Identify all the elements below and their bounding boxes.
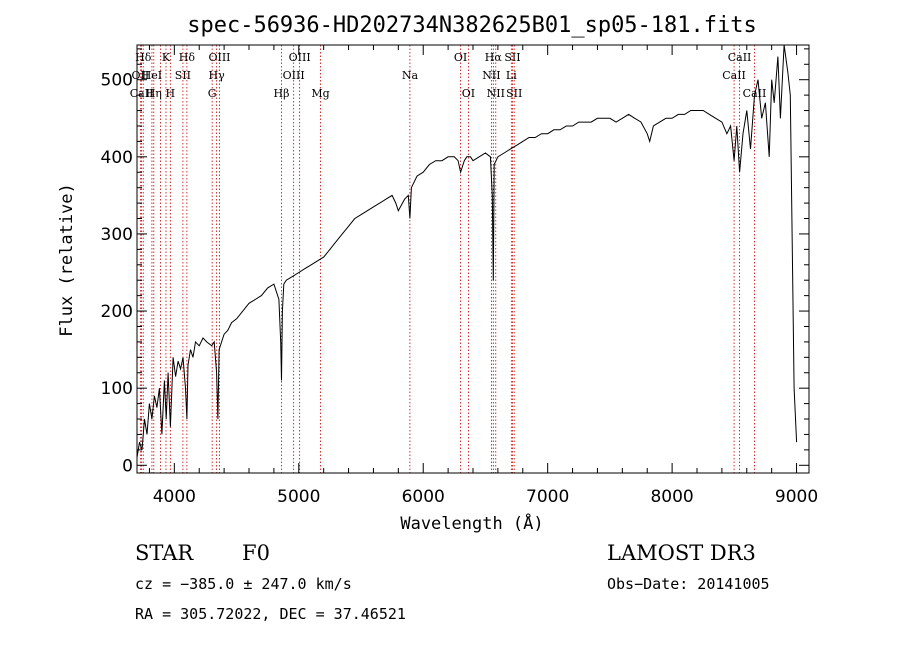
- line-label-9: OII: [132, 69, 150, 82]
- x-axis: 4000 5000 6000 7000 8000 9000: [148, 45, 818, 507]
- y-tick-label-200: 200: [101, 302, 133, 322]
- line-label-2: Hδ: [179, 51, 196, 64]
- y-tick-label-100: 100: [101, 379, 133, 399]
- line-label-5: OI: [454, 51, 467, 64]
- plot-frame: [136, 44, 810, 474]
- line-label-14: Na: [402, 69, 419, 82]
- y-tick-label-300: 300: [101, 225, 133, 245]
- line-label-6: Hα: [485, 51, 503, 64]
- line-label-24: OI: [462, 87, 475, 100]
- line-label-4: OIII: [289, 51, 311, 64]
- x-tick-label-6000: 6000: [402, 487, 445, 507]
- marker-lines: [139, 45, 755, 473]
- y-axis: 0 100 200 300 400 500: [101, 48, 809, 476]
- line-label-22: Hβ: [274, 87, 290, 100]
- y-tick-label-0: 0: [122, 456, 133, 476]
- x-tick-label-5000: 5000: [277, 487, 320, 507]
- line-label-18: CaII: [130, 87, 154, 100]
- x-tick-label-7000: 7000: [526, 487, 569, 507]
- line-label-21: G: [208, 87, 217, 100]
- line-label-11: SII: [175, 69, 191, 82]
- line-label-7: SII: [504, 51, 520, 64]
- redshift-readout: cz = −385.0 ± 247.0 km/s: [135, 575, 352, 593]
- line-label-26: SII: [506, 87, 522, 100]
- line-label-23: Mg: [311, 87, 329, 100]
- line-label-16: Li: [506, 69, 517, 82]
- line-label-3: OIII: [208, 51, 230, 64]
- chart-title: spec-56936-HD202734N382625B01_sp05-181.f…: [187, 13, 757, 38]
- line-label-15: NII: [482, 69, 500, 82]
- series-line-flux: [136, 44, 798, 458]
- y-tick-label-500: 500: [101, 71, 133, 91]
- line-label-8: CaII: [728, 51, 752, 64]
- object-class: STAR: [135, 541, 194, 565]
- x-tick-label-8000: 8000: [650, 487, 693, 507]
- line-label-25: NII: [487, 87, 505, 100]
- line-label-0: Hδ: [135, 51, 152, 64]
- spectrum-series: [136, 44, 798, 458]
- survey-name: LAMOST DR3: [607, 541, 756, 565]
- y-axis-label: Flux (relative): [57, 183, 77, 337]
- object-subclass: F0: [242, 541, 270, 565]
- line-label-1: K: [162, 51, 171, 64]
- coordinates-readout: RA = 305.72022, DEC = 37.46521: [135, 605, 406, 623]
- y-tick-label-400: 400: [101, 148, 133, 168]
- line-label-12: Hγ: [209, 69, 226, 82]
- line-label-10: HeI: [142, 69, 162, 82]
- x-tick-label-4000: 4000: [153, 487, 196, 507]
- observation-date: Obs−Date: 20141005: [607, 575, 770, 593]
- x-axis-label: Wavelength (Å): [400, 512, 543, 534]
- x-tick-label-9000: 9000: [775, 487, 818, 507]
- line-label-13: OIII: [283, 69, 305, 82]
- line-label-17: CaII: [722, 69, 746, 82]
- line-label-19: Hη: [146, 87, 162, 100]
- line-label-20: H: [166, 87, 176, 100]
